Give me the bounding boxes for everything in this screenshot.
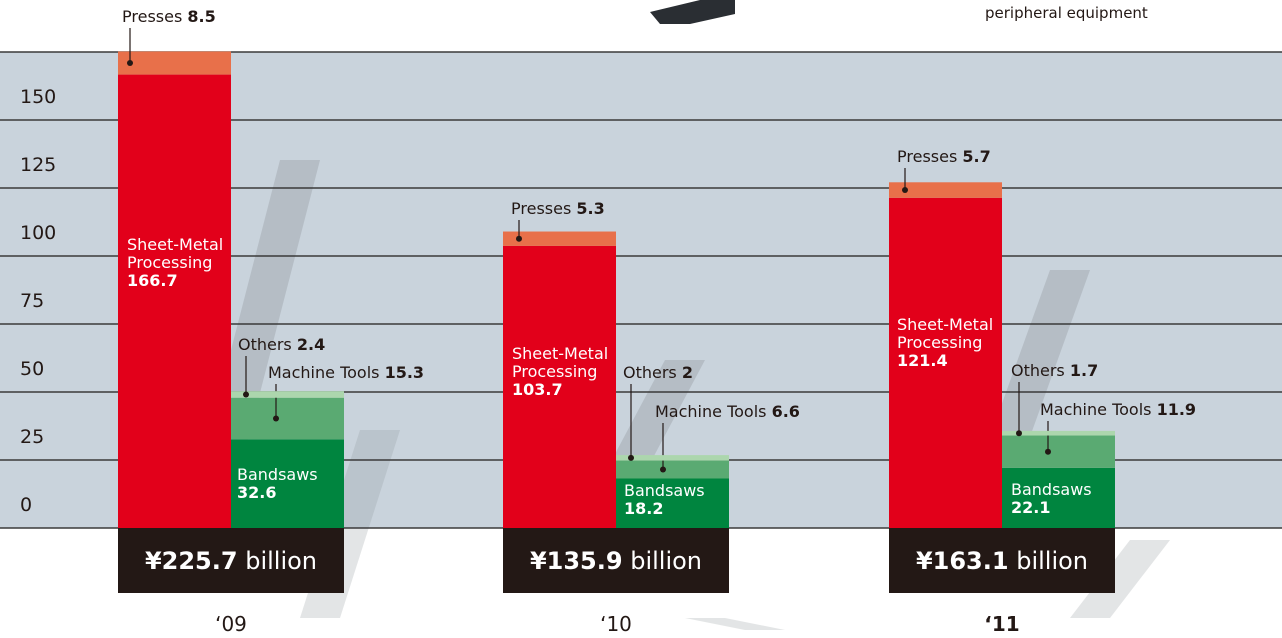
y-tick-label: 50 bbox=[20, 358, 45, 380]
value-label: 5.3 bbox=[576, 199, 605, 218]
bar-segment bbox=[616, 478, 729, 528]
series-name: Others bbox=[623, 363, 677, 382]
series-name: Presses bbox=[122, 7, 183, 26]
total-box: ¥135.9 billion bbox=[503, 528, 729, 593]
y-tick-label: 150 bbox=[20, 86, 57, 108]
y-tick-label: 0 bbox=[20, 494, 33, 516]
value-label: 32.6 bbox=[237, 483, 277, 502]
segment-label: Bandsaws 18.2 bbox=[624, 482, 724, 518]
value-label: 22.1 bbox=[1011, 498, 1051, 517]
series-name: Sheet-Metal Processing bbox=[127, 235, 224, 272]
value-label: 103.7 bbox=[512, 380, 563, 399]
shadow bbox=[685, 618, 785, 630]
bar-segment bbox=[1002, 467, 1115, 528]
value-label: 2 bbox=[681, 363, 693, 382]
leader-dot bbox=[1016, 430, 1022, 437]
leader-dot bbox=[127, 60, 133, 67]
segment-label: Sheet-Metal Processing 103.7 bbox=[512, 345, 612, 399]
series-name: Sheet-Metal Processing bbox=[897, 315, 994, 352]
bar-segment bbox=[616, 460, 729, 479]
value-label: 166.7 bbox=[127, 271, 178, 290]
leader-dot bbox=[1045, 448, 1051, 455]
shadow bbox=[1070, 540, 1170, 618]
y-tick-label: 75 bbox=[20, 290, 45, 312]
total-value: ¥135.9 bbox=[529, 546, 623, 575]
bar-segment bbox=[1002, 435, 1115, 468]
y-tick-label: 25 bbox=[20, 426, 45, 448]
annotation: peripheral equipment bbox=[985, 4, 1148, 22]
value-label: 15.3 bbox=[384, 363, 425, 382]
x-tick-label: ‘10 bbox=[600, 612, 632, 636]
bar-segment bbox=[889, 197, 1002, 529]
segment-label: Machine Tools 6.6 bbox=[655, 403, 800, 421]
leader-dot bbox=[660, 466, 666, 473]
total-value: ¥225.7 bbox=[144, 546, 238, 575]
leader-dot bbox=[243, 391, 249, 398]
bar-segment bbox=[1002, 430, 1115, 436]
x-tick-label: ‘11 bbox=[984, 612, 1020, 636]
bar-segment bbox=[231, 391, 344, 398]
value-label: 18.2 bbox=[624, 499, 664, 518]
segment-label: Sheet-Metal Processing 121.4 bbox=[897, 316, 997, 370]
bar-segment bbox=[616, 455, 729, 461]
total-unit: billion bbox=[1016, 546, 1089, 575]
series-name: Sheet-Metal Processing bbox=[512, 344, 609, 381]
segment-label: Sheet-Metal Processing 166.7 bbox=[127, 236, 227, 290]
segment-label: Bandsaws 22.1 bbox=[1011, 481, 1111, 517]
value-label: 1.7 bbox=[1069, 361, 1099, 380]
series-name: Presses bbox=[897, 147, 958, 166]
value-label: 8.5 bbox=[187, 7, 216, 26]
y-tick-label: 125 bbox=[20, 154, 57, 176]
series-name: Others bbox=[1011, 361, 1065, 380]
y-tick-label: 100 bbox=[20, 222, 57, 244]
bar-segment bbox=[889, 182, 1002, 198]
segment-label: Others 2.4 bbox=[238, 336, 325, 354]
value-label: 5.7 bbox=[962, 147, 991, 166]
segment-label: Machine Tools 11.9 bbox=[1040, 401, 1196, 419]
total-value: ¥163.1 bbox=[915, 546, 1009, 575]
segment-label: Machine Tools 15.3 bbox=[268, 364, 424, 382]
leader-dot bbox=[273, 415, 279, 422]
series-name: Bandsaws bbox=[1011, 480, 1092, 499]
series-name: Machine Tools bbox=[655, 402, 767, 421]
product-image bbox=[650, 0, 735, 24]
leader-dot bbox=[902, 187, 908, 194]
segment-label: Others 2 bbox=[623, 364, 693, 382]
series-name: Bandsaws bbox=[624, 481, 705, 500]
value-label: 121.4 bbox=[897, 351, 948, 370]
x-tick-label: ‘09 bbox=[215, 612, 247, 636]
total-unit: billion bbox=[630, 546, 703, 575]
value-label: 6.6 bbox=[771, 402, 800, 421]
series-name: Others bbox=[238, 335, 292, 354]
bar-segment bbox=[231, 439, 344, 528]
segment-label: Bandsaws 32.6 bbox=[237, 466, 337, 502]
bar-segment bbox=[503, 245, 616, 528]
segment-label: Others 1.7 bbox=[1011, 362, 1098, 380]
bar-segment bbox=[231, 397, 344, 440]
leader-dot bbox=[516, 235, 522, 242]
series-name: Machine Tools bbox=[268, 363, 380, 382]
value-label: 11.9 bbox=[1156, 400, 1197, 419]
series-name: Presses bbox=[511, 199, 572, 218]
bar-segment bbox=[118, 51, 231, 75]
series-name: Bandsaws bbox=[237, 465, 318, 484]
bar-segment bbox=[503, 231, 616, 246]
segment-label: Presses 8.5 bbox=[122, 8, 216, 26]
leader-dot bbox=[628, 454, 634, 461]
segment-label: Presses 5.7 bbox=[897, 148, 991, 166]
bar-segment bbox=[118, 74, 231, 529]
total-box: ¥225.7 billion bbox=[118, 528, 344, 593]
segment-label: Presses 5.3 bbox=[511, 200, 605, 218]
series-name: Machine Tools bbox=[1040, 400, 1152, 419]
value-label: 2.4 bbox=[296, 335, 326, 354]
total-box: ¥163.1 billion bbox=[889, 528, 1115, 593]
total-unit: billion bbox=[245, 546, 318, 575]
